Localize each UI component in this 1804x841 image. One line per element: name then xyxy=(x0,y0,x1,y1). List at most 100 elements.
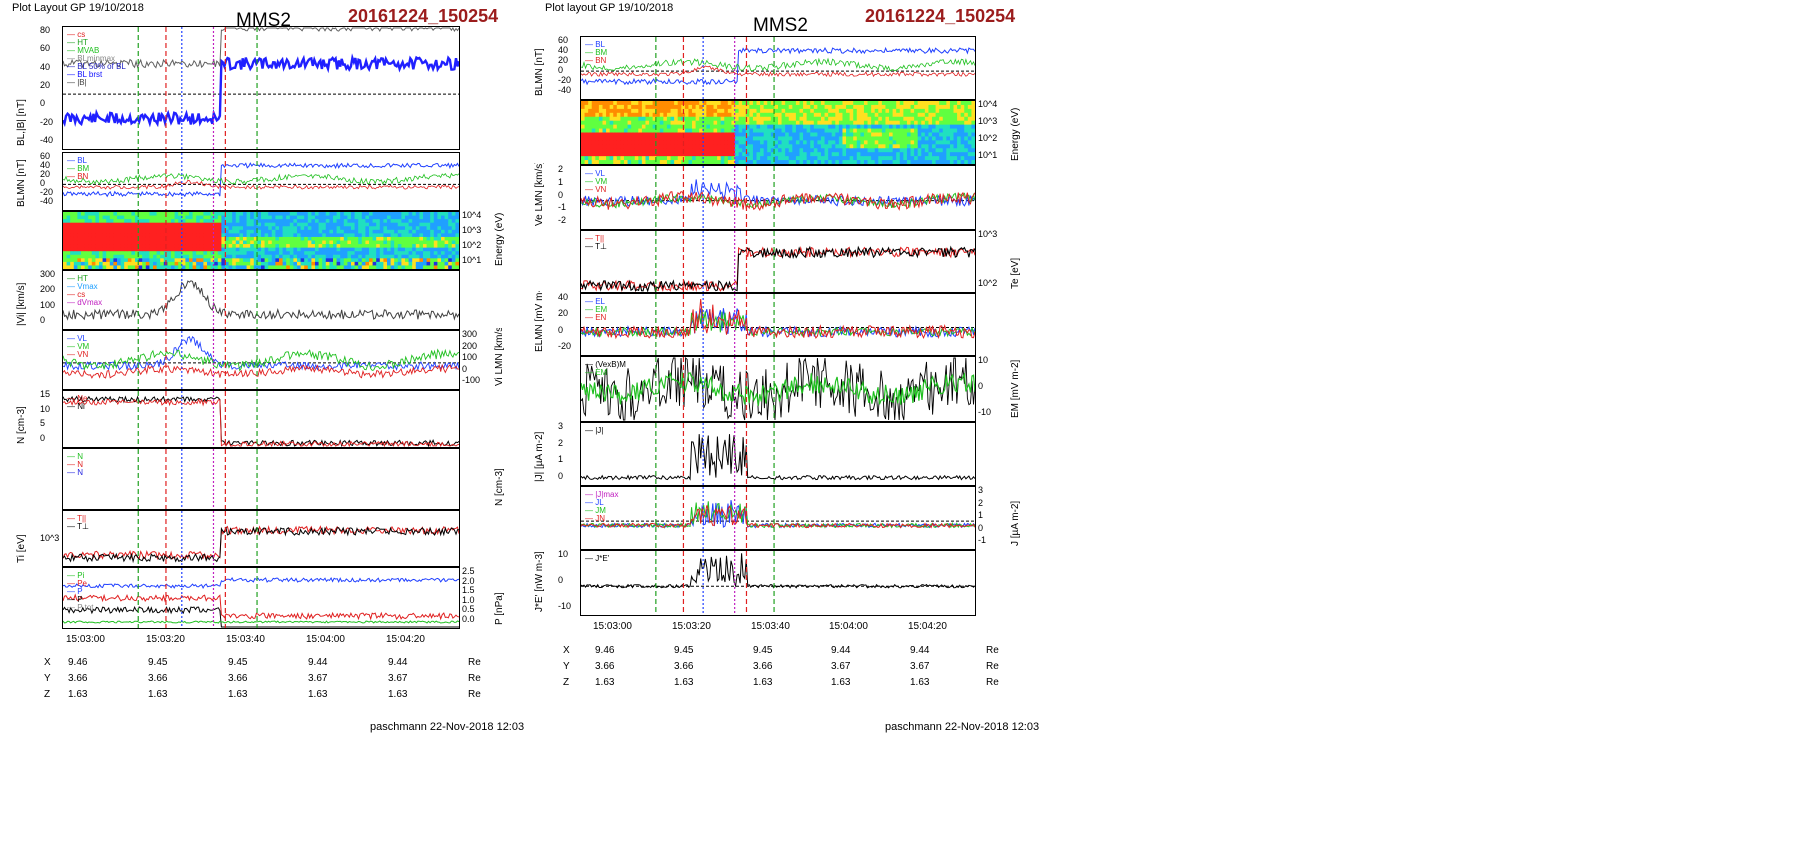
spectrogram-cell xyxy=(376,261,381,266)
spectrogram-cell xyxy=(135,240,140,245)
spectrogram-cell xyxy=(871,156,876,161)
spectrogram-cell xyxy=(437,261,442,266)
spectrogram-cell xyxy=(921,160,926,164)
spectrogram-cell xyxy=(178,247,183,252)
spectrogram-cell xyxy=(595,140,600,145)
spectrogram-cell xyxy=(964,136,969,141)
spectrogram-cell xyxy=(935,104,940,110)
spectrogram-cell xyxy=(376,212,381,217)
spectrogram-cell xyxy=(322,215,327,220)
spectrogram-cell xyxy=(803,108,808,114)
spectrogram-cell xyxy=(770,116,775,122)
spectrogram-cell xyxy=(250,251,255,256)
spectrogram-cell xyxy=(235,233,240,238)
spectrogram-cell xyxy=(788,156,793,161)
left-bl-legend-3: — BLminmax xyxy=(67,54,116,63)
spectrogram-cell xyxy=(778,148,783,153)
spectrogram-cell xyxy=(788,116,793,122)
spectrogram-cell xyxy=(828,120,833,126)
spectrogram-cell xyxy=(138,240,143,245)
left-coord-Y-3: 3.67 xyxy=(308,673,328,684)
spectrogram-cell xyxy=(921,132,926,137)
spectrogram-cell xyxy=(606,160,611,164)
spectrogram-cell xyxy=(631,120,636,126)
spectrogram-cell xyxy=(171,236,176,241)
spectrogram-cell xyxy=(699,152,704,157)
spectrogram-cell xyxy=(659,132,664,137)
spectrogram-cell xyxy=(358,251,363,256)
left-coord-unit-Z: Re xyxy=(468,689,481,700)
spectrogram-cell xyxy=(932,128,937,133)
spectrogram-cell xyxy=(257,226,262,231)
spectrogram-cell xyxy=(656,128,661,133)
spectrogram-cell xyxy=(257,236,262,241)
left-panel-vilmn-plot xyxy=(63,331,459,389)
spectrogram-cell xyxy=(203,261,208,266)
spectrogram-cell xyxy=(631,156,636,161)
spectrogram-cell xyxy=(781,120,786,126)
spectrogram-cell xyxy=(849,136,854,141)
spectrogram-cell xyxy=(928,120,933,126)
spectrogram-cell xyxy=(942,108,947,114)
right-coord-unit-Y: Re xyxy=(986,661,999,672)
spectrogram-cell xyxy=(171,219,176,224)
spectrogram-cell xyxy=(120,212,125,217)
spectrogram-cell xyxy=(735,160,740,164)
spectrogram-cell xyxy=(145,229,150,234)
spectrogram-cell xyxy=(73,219,78,224)
spectrogram-cell xyxy=(735,101,740,106)
spectrogram-cell xyxy=(142,215,147,220)
left-ti-legend-1: — T⊥ xyxy=(67,522,89,531)
spectrogram-cell xyxy=(149,212,154,217)
spectrogram-cell xyxy=(189,254,194,259)
spectrogram-cell xyxy=(239,212,244,217)
spectrogram-cell xyxy=(616,120,621,126)
spectrogram-cell xyxy=(638,128,643,133)
spectrogram-cell xyxy=(760,160,765,164)
right-blmn-trace-1 xyxy=(581,57,975,72)
spectrogram-cell xyxy=(921,120,926,126)
spectrogram-cell xyxy=(609,136,614,141)
spectrogram-cell xyxy=(347,258,352,263)
spectrogram-cell xyxy=(210,258,215,263)
spectrogram-cell xyxy=(160,236,165,241)
left-blmn-legend-0: — BL xyxy=(67,156,88,165)
spectrogram-cell xyxy=(899,148,904,153)
spectrogram-cell xyxy=(620,104,625,110)
spectrogram-cell xyxy=(706,132,711,137)
spectrogram-cell xyxy=(770,144,775,149)
spectrogram-cell xyxy=(867,116,872,122)
spectrogram-cell xyxy=(261,254,266,259)
spectrogram-cell xyxy=(903,116,908,122)
spectrogram-cell xyxy=(774,132,779,137)
spectrogram-cell xyxy=(192,212,197,217)
spectrogram-cell xyxy=(408,251,413,256)
spectrogram-cell xyxy=(315,254,320,259)
spectrogram-cell xyxy=(803,160,808,164)
spectrogram-cell xyxy=(181,229,186,234)
left-coord-X-2: 9.45 xyxy=(228,657,248,668)
spectrogram-cell xyxy=(279,212,284,217)
spectrogram-cell xyxy=(73,215,78,220)
spectrogram-cell xyxy=(792,108,797,114)
spectrogram-cell xyxy=(609,108,614,114)
spectrogram-cell xyxy=(706,124,711,130)
spectrogram-cell xyxy=(451,261,456,266)
spectrogram-cell xyxy=(131,233,136,238)
spectrogram-cell xyxy=(752,108,758,114)
spectrogram-cell xyxy=(325,229,330,234)
spectrogram-cell xyxy=(903,101,908,106)
spectrogram-cell xyxy=(946,140,951,145)
spectrogram-cell xyxy=(430,251,435,256)
spectrogram-cell xyxy=(401,251,406,256)
spectrogram-cell xyxy=(232,261,237,266)
spectrogram-cell xyxy=(383,219,388,224)
spectrogram-cell xyxy=(878,160,883,164)
spectrogram-cell xyxy=(203,247,208,252)
spectrogram-cell xyxy=(602,160,607,164)
spectrogram-cell xyxy=(806,144,811,149)
spectrogram-cell xyxy=(792,104,797,110)
spectrogram-cell xyxy=(606,152,611,157)
spectrogram-cell xyxy=(174,251,179,256)
spectrogram-cell xyxy=(102,219,107,224)
